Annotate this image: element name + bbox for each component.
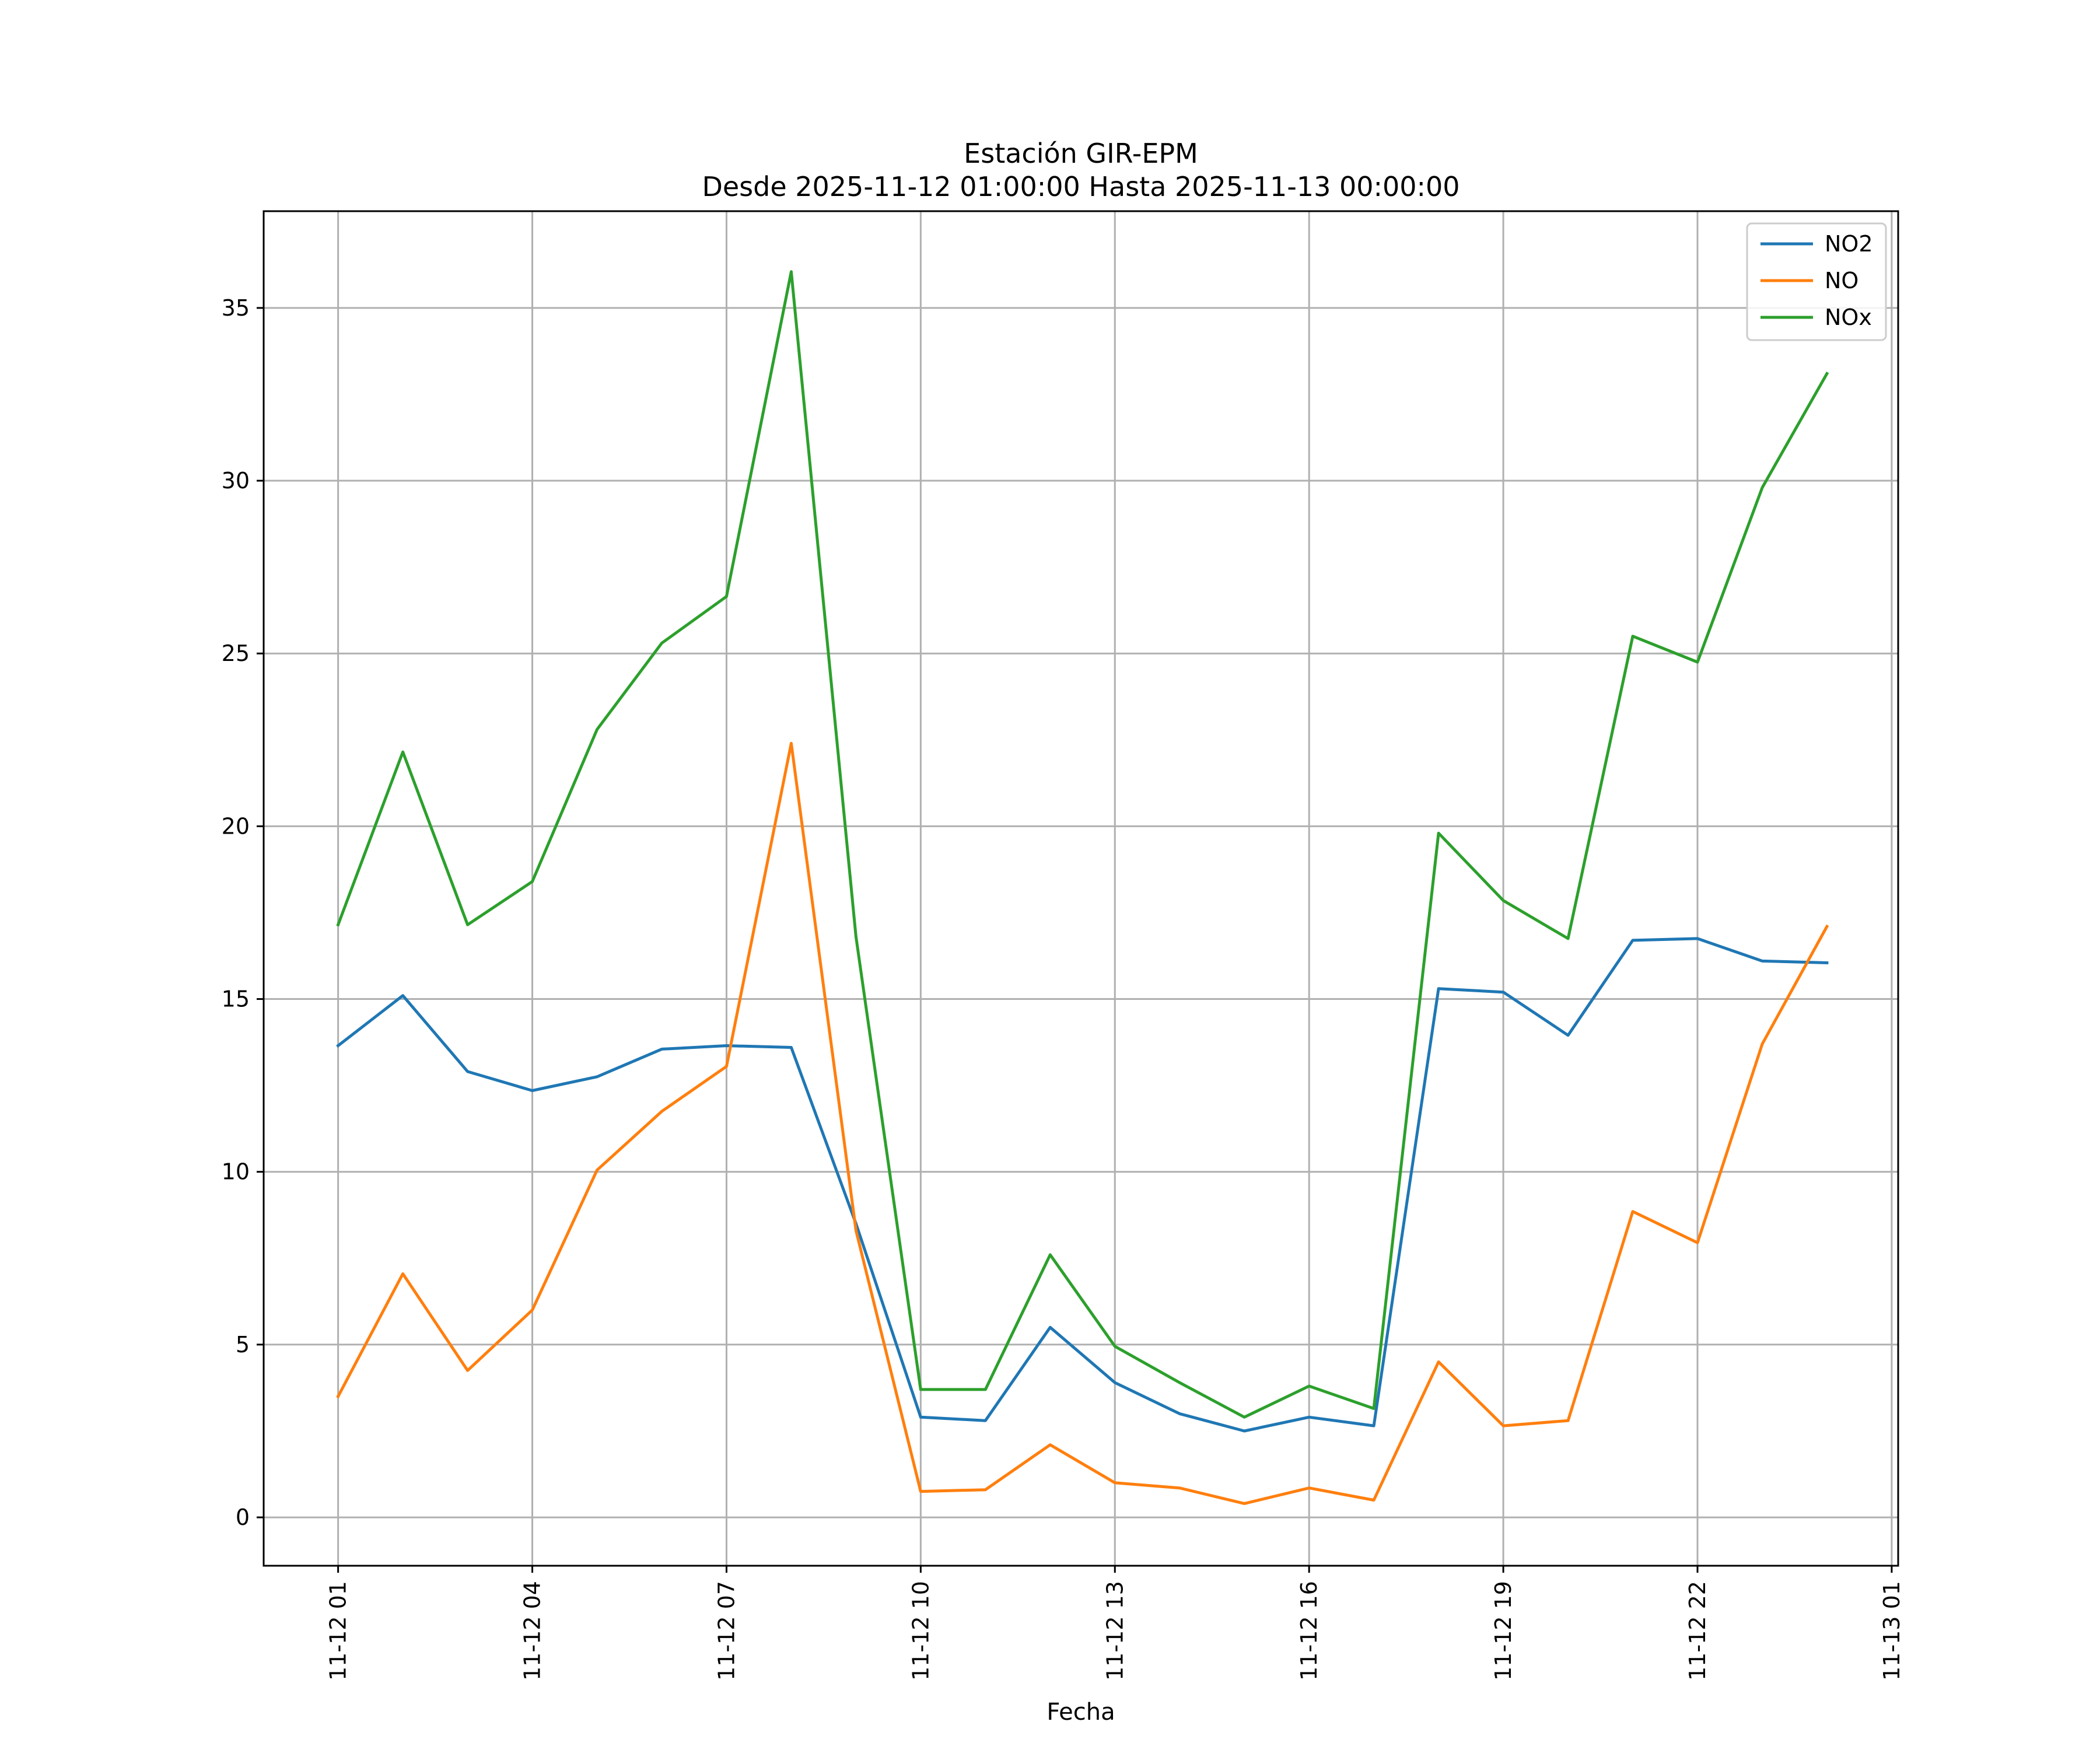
y-tick-label-35: 35 <box>222 295 250 321</box>
x-tick-label-11-12-19: 11-12 19 <box>1490 1581 1516 1681</box>
chart-subtitle: Desde 2025-11-12 01:00:00 Hasta 2025-11-… <box>702 171 1460 202</box>
y-tick-label-30: 30 <box>222 468 250 494</box>
y-tick-label-5: 5 <box>236 1332 250 1357</box>
x-tick-label-11-12-10: 11-12 10 <box>908 1581 933 1681</box>
x-tick-label-11-12-01: 11-12 01 <box>326 1581 351 1681</box>
x-tick-label-11-13-01: 11-13 01 <box>1879 1581 1905 1681</box>
y-tick-label-10: 10 <box>222 1159 250 1185</box>
legend-label-nox: NOx <box>1825 305 1872 330</box>
x-tick-label-11-12-07: 11-12 07 <box>713 1581 739 1681</box>
y-tick-label-0: 0 <box>236 1504 250 1530</box>
legend-label-no2: NO2 <box>1825 231 1873 257</box>
y-tick-label-25: 25 <box>222 641 250 666</box>
x-tick-label-11-12-22: 11-12 22 <box>1685 1581 1710 1681</box>
y-tick-label-20: 20 <box>222 813 250 839</box>
legend: NO2 NO NOx <box>1747 223 1886 340</box>
x-tick-label-11-12-04: 11-12 04 <box>520 1581 545 1681</box>
x-axis-label: Fecha <box>1046 1699 1115 1726</box>
legend-label-no: NO <box>1825 268 1859 293</box>
chart-title: Estación GIR-EPM <box>964 138 1198 169</box>
y-tick-label-15: 15 <box>222 986 250 1012</box>
x-tick-label-11-12-16: 11-12 16 <box>1296 1581 1322 1681</box>
x-tick-label-11-12-13: 11-12 13 <box>1102 1581 1128 1681</box>
